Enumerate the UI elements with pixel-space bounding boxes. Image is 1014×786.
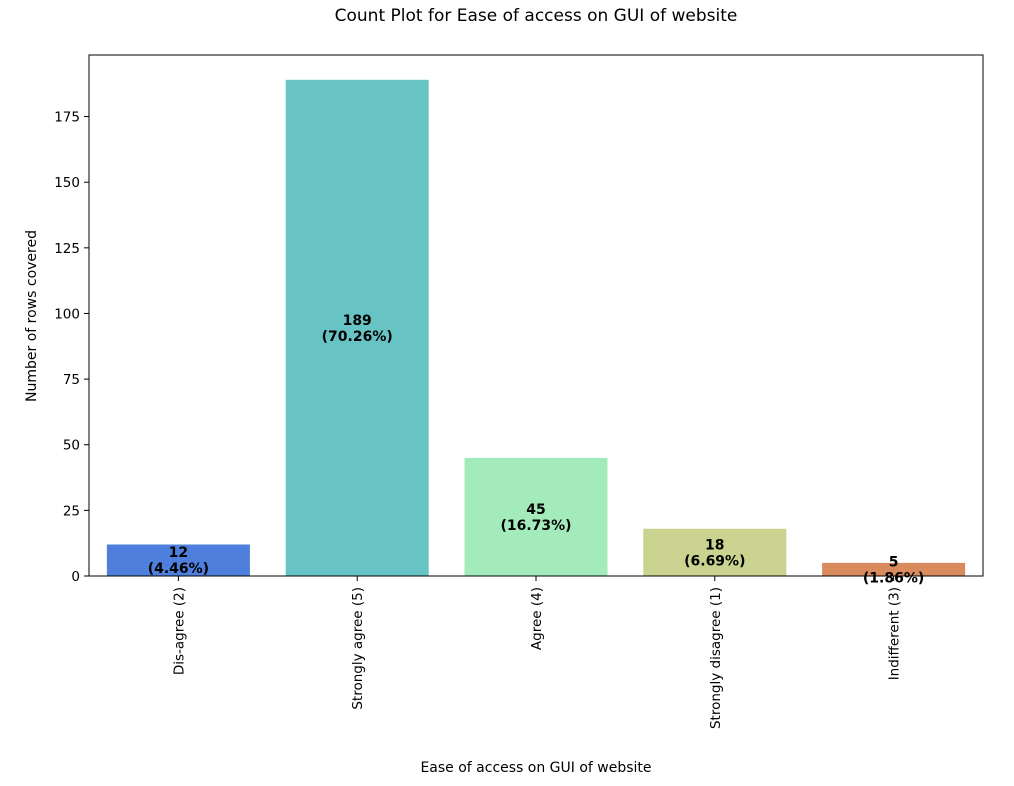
bar-data-label-line: (16.73%) (500, 518, 571, 534)
plot-area: 12 (4.46%) 189 (70.26%) 45 (16.73%) 18 (6.69%) 5… (54, 54, 984, 729)
bars-group (106, 79, 966, 577)
chart-title: Count Plot for Ease of access on GUI of … (335, 6, 738, 26)
bar (822, 562, 966, 576)
bar (643, 528, 787, 576)
bar-data-label-line: 18 (705, 537, 724, 553)
y-tick-label: 25 (63, 503, 80, 519)
bar-data-label: 18 (6.69%) (684, 537, 745, 569)
bar-data-label-line: 12 (169, 545, 188, 561)
x-tick-label: Strongly agree (5) (350, 587, 366, 710)
y-tick-label: 175 (54, 110, 80, 126)
bar-data-label-line: 45 (526, 502, 545, 518)
x-tick-label: Dis-agree (2) (171, 587, 187, 675)
y-tick-label: 150 (54, 175, 80, 191)
x-tick-label: Agree (4) (529, 587, 545, 650)
y-tick-label: 125 (54, 241, 80, 257)
bar-data-label-line: 5 (889, 554, 899, 570)
bar-data-label-line: (4.46%) (148, 561, 209, 577)
bar-data-label: 5 (1.86%) (863, 554, 924, 586)
bar-data-label-line: (70.26%) (322, 329, 393, 345)
bar-data-label-line: (6.69%) (684, 553, 745, 569)
bar-data-label: 189 (70.26%) (322, 313, 393, 345)
x-axis-label: Ease of access on GUI of website (420, 760, 651, 776)
bar (464, 457, 608, 576)
y-axis-ticks: 0 25 50 75 100 125 150 175 (54, 110, 89, 585)
y-tick-label: 0 (71, 569, 80, 585)
bar-data-label: 12 (4.46%) (148, 545, 209, 577)
x-tick-label: Indifferent (3) (887, 587, 903, 680)
bar-data-label-line: 189 (343, 313, 372, 329)
y-axis-label: Number of rows covered (24, 230, 40, 402)
x-axis-ticks: Dis-agree (2) Strongly agree (5) Agree (4)… (171, 576, 903, 729)
data-labels-group: 12 (4.46%) 189 (70.26%) 45 (16.73%) 18 (6.69%) 5… (148, 313, 925, 587)
bar (106, 544, 250, 576)
y-tick-label: 50 (63, 438, 80, 454)
bar (285, 79, 429, 577)
x-tick-label: Strongly disagree (1) (708, 587, 724, 729)
y-tick-label: 100 (54, 306, 80, 322)
bar-data-label: 45 (16.73%) (500, 502, 571, 534)
y-tick-label: 75 (63, 372, 80, 388)
